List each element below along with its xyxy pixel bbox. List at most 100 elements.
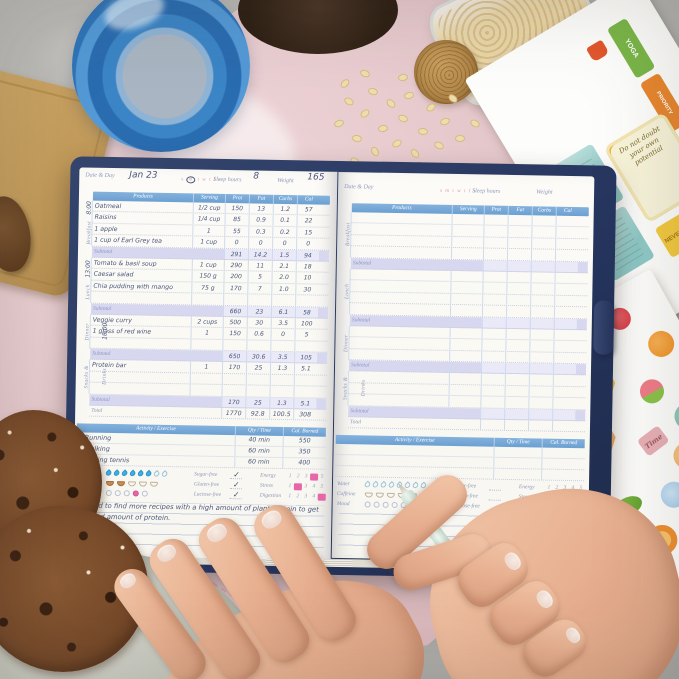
- column-header: Carbs: [272, 194, 298, 205]
- tracker-label: Lactose-free: [193, 491, 222, 498]
- value-cell: [223, 294, 248, 305]
- scale-number: 3: [304, 472, 308, 479]
- value-cell: 25: [245, 362, 271, 374]
- value-cell: [531, 226, 556, 238]
- value-cell: [505, 328, 530, 340]
- value-cell: [481, 316, 506, 328]
- activity-cell: 400: [282, 458, 326, 469]
- value-cell: [480, 396, 505, 408]
- product-cell: [91, 292, 191, 304]
- value-cell: 85: [224, 214, 249, 226]
- value-cell: [551, 420, 576, 432]
- value-cell: [481, 351, 506, 362]
- scale-number: 3: [304, 482, 308, 489]
- serving-cell: [189, 373, 222, 385]
- value-cell: 100: [294, 318, 318, 329]
- product-cell: 1 cup of Earl Grey tea: [94, 236, 163, 246]
- tracker-label: Gluten-free: [193, 481, 220, 488]
- lactose-free-check: Lactose-free ✓: [194, 489, 256, 500]
- serving-cell: [449, 350, 482, 362]
- value-cell: 18: [295, 261, 319, 272]
- activity-cell: 550: [282, 436, 326, 447]
- value-cell: 57: [296, 204, 320, 216]
- value-cell: 500: [222, 316, 247, 328]
- value-cell: 170: [221, 396, 246, 408]
- value-cell: [553, 306, 578, 318]
- scale-number: 2: [293, 482, 302, 490]
- value-cell: [293, 386, 317, 398]
- value-cell: 1.3: [269, 363, 295, 375]
- weekday-letter: t: [197, 177, 201, 183]
- meal-label-dinner: Dinner 18:00: [78, 314, 109, 349]
- value-cell: 105: [294, 352, 318, 364]
- fingernail: [533, 587, 556, 611]
- weekday-letter: t: [463, 189, 467, 195]
- product-cell: [351, 235, 451, 247]
- activity-cell: [541, 469, 585, 481]
- scale-number: 4: [312, 493, 316, 500]
- left-page-header: Date & Day Jan 23 s m t w t f s Sleep ho…: [85, 170, 333, 193]
- value-cell: [504, 374, 529, 386]
- product-cell: Raisins: [94, 214, 117, 222]
- weight-label: Weight: [536, 189, 553, 196]
- tracker-label: Sugar-free: [194, 471, 218, 478]
- check-line: [488, 483, 502, 491]
- value-cell: 290: [223, 259, 248, 271]
- tracker-face-icon: [373, 501, 380, 508]
- product-cell: [350, 303, 450, 315]
- serving-cell: 150 g: [191, 270, 224, 282]
- value-cell: 1770: [221, 407, 246, 419]
- value-cell: 22: [296, 215, 320, 227]
- value-cell: [221, 385, 246, 396]
- weekday-letter: w: [202, 177, 207, 183]
- serving-cell: [451, 236, 484, 248]
- product-cell: [350, 326, 450, 338]
- weekday-letter: s: [181, 177, 185, 183]
- fingernail: [258, 507, 285, 532]
- tracker-face-icon: [132, 490, 139, 497]
- value-cell: [246, 340, 271, 351]
- weekday-letter: f: [468, 189, 472, 195]
- sleep-hours-label: Sleep hours: [213, 176, 242, 184]
- serving-cell: [190, 339, 223, 351]
- scale-number: 4: [312, 483, 316, 490]
- weight-label: Weight: [277, 177, 294, 185]
- value-cell: 0.1: [272, 215, 297, 226]
- value-cell: [505, 351, 530, 363]
- value-cell: [247, 294, 272, 306]
- tracker-label: Caffeine: [336, 490, 356, 498]
- product-cell: [349, 349, 449, 361]
- tracker-face-icon: [114, 490, 121, 497]
- value-cell: [294, 340, 318, 352]
- serving-cell: [448, 396, 481, 408]
- serving-cell: 1/4 cup: [192, 213, 225, 225]
- value-cell: 650: [222, 351, 247, 362]
- tracker-checks: Sugar-free ✓ Gluten-free ✓ Lactose-free ✓: [194, 469, 257, 500]
- meal-label-lunch: Lunch 13:00: [79, 257, 92, 303]
- activity-cell: [493, 468, 542, 480]
- value-cell: [553, 318, 577, 330]
- value-cell: 1.2: [272, 203, 297, 215]
- serving-cell: [448, 384, 481, 396]
- value-cell: 660: [222, 305, 248, 317]
- tracker-drop-icon: [144, 469, 153, 478]
- value-cell: 10: [295, 272, 319, 284]
- tracker-drop-icon: [371, 480, 379, 489]
- value-cell: [528, 386, 553, 397]
- scale-number: 1: [288, 472, 292, 479]
- tracker-label: Mood: [336, 500, 350, 508]
- value-cell: [480, 385, 505, 397]
- value-cell: [222, 339, 247, 351]
- fingernail: [154, 541, 179, 565]
- value-cell: [504, 385, 529, 397]
- value-cell: 30: [246, 317, 271, 329]
- column-header: Cal: [555, 206, 579, 217]
- value-cell: [245, 374, 270, 386]
- value-cell: [531, 238, 556, 249]
- product-cell: [352, 212, 452, 224]
- activity-cell: [493, 457, 542, 469]
- activity-cell: [493, 446, 542, 458]
- value-cell: [270, 340, 295, 352]
- value-cell: [552, 409, 576, 421]
- value-cell: [530, 295, 555, 306]
